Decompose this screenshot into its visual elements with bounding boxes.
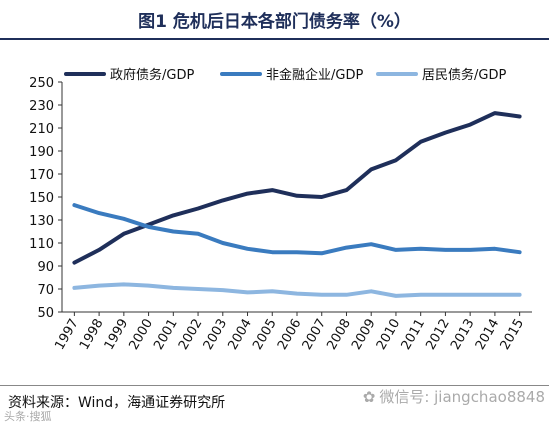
data-point bbox=[468, 248, 472, 252]
chart-title: 图1 危机后日本各部门债务率（%） bbox=[138, 12, 411, 32]
y-tick-label: 190 bbox=[29, 145, 54, 160]
data-point bbox=[246, 192, 250, 196]
data-point bbox=[518, 293, 522, 297]
data-point bbox=[97, 248, 101, 252]
y-tick-label: 230 bbox=[29, 99, 54, 114]
data-point bbox=[122, 232, 126, 236]
data-point bbox=[394, 248, 398, 252]
x-tick-label: 2006 bbox=[275, 317, 305, 353]
x-tick-label: 2011 bbox=[399, 317, 429, 353]
y-tick-label: 90 bbox=[37, 260, 54, 275]
y-tick-label: 170 bbox=[29, 168, 54, 183]
y-tick-label: 150 bbox=[29, 191, 54, 206]
data-point bbox=[270, 289, 274, 293]
data-point bbox=[493, 247, 497, 251]
data-point bbox=[369, 289, 373, 293]
data-point bbox=[147, 225, 151, 229]
data-point bbox=[270, 188, 274, 192]
legend-label-1: 政府债务/GDP bbox=[110, 67, 194, 83]
data-point bbox=[171, 213, 175, 217]
series-line-1 bbox=[72, 111, 522, 265]
corner-watermark: 头条·搜狐 bbox=[4, 410, 52, 423]
data-point bbox=[443, 248, 447, 252]
x-tick-label: 2009 bbox=[349, 317, 379, 353]
data-point bbox=[394, 294, 398, 298]
data-point bbox=[97, 211, 101, 215]
data-point bbox=[270, 250, 274, 254]
x-tick-label: 2014 bbox=[473, 317, 503, 353]
data-point bbox=[221, 288, 225, 292]
data-point bbox=[221, 198, 225, 202]
source-divider bbox=[0, 385, 549, 386]
y-tick-label: 130 bbox=[29, 214, 54, 229]
x-tick-label: 2003 bbox=[201, 317, 231, 353]
data-point bbox=[295, 250, 299, 254]
x-tick-label: 2001 bbox=[151, 317, 181, 353]
x-tick-label: 2010 bbox=[374, 317, 404, 353]
x-tick-label: 2015 bbox=[498, 317, 528, 353]
legend-label-2: 非金融企业/GDP bbox=[266, 67, 363, 83]
data-point bbox=[122, 282, 126, 286]
data-point bbox=[72, 286, 76, 290]
data-point bbox=[295, 292, 299, 296]
data-point bbox=[221, 241, 225, 245]
legend-label-3: 居民债务/GDP bbox=[422, 67, 506, 83]
data-point bbox=[171, 286, 175, 290]
data-point bbox=[72, 203, 76, 207]
x-tick-label: 1998 bbox=[77, 317, 107, 353]
y-tick-label: 110 bbox=[29, 237, 54, 252]
data-point bbox=[419, 140, 423, 144]
data-point bbox=[394, 158, 398, 162]
data-point bbox=[369, 167, 373, 171]
y-tick-label: 250 bbox=[29, 76, 54, 91]
x-tick-label: 2012 bbox=[423, 317, 453, 353]
data-point bbox=[196, 232, 200, 236]
line-chart: 50 70 90 110 130 150 170 190 210 230 250 1997199819… bbox=[29, 67, 532, 353]
x-tick-label: 2000 bbox=[127, 317, 157, 353]
data-point bbox=[518, 115, 522, 118]
data-point bbox=[147, 284, 151, 288]
data-point bbox=[196, 207, 200, 210]
x-tick-label: 2004 bbox=[225, 317, 255, 353]
source-note: 资料来源：Wind，海通证券研究所 bbox=[8, 395, 226, 411]
wechat-watermark: ✿ 微信号: jiangchao8848 bbox=[363, 386, 545, 407]
x-tick-label: 2013 bbox=[448, 317, 478, 353]
data-point bbox=[171, 230, 175, 233]
data-point bbox=[344, 188, 348, 192]
data-point bbox=[122, 217, 126, 221]
data-point bbox=[468, 293, 472, 297]
data-point bbox=[493, 111, 497, 115]
x-tick-label: 1999 bbox=[102, 317, 132, 353]
data-point bbox=[320, 251, 324, 255]
data-point bbox=[196, 287, 200, 291]
data-point bbox=[246, 290, 250, 294]
watermark-text: 微信号: jiangchao8848 bbox=[379, 388, 545, 406]
y-tick-label: 70 bbox=[37, 283, 54, 298]
x-tick-label: 1997 bbox=[52, 317, 82, 353]
x-tick-label: 2007 bbox=[300, 317, 330, 353]
data-point bbox=[320, 293, 324, 297]
x-tick-label: 2005 bbox=[250, 317, 280, 353]
data-point bbox=[419, 293, 423, 297]
data-point bbox=[493, 293, 497, 297]
data-point bbox=[419, 247, 423, 251]
data-point bbox=[443, 131, 447, 135]
data-point bbox=[443, 293, 447, 297]
data-point bbox=[344, 293, 348, 297]
data-point bbox=[97, 284, 101, 288]
data-point bbox=[72, 261, 76, 265]
wechat-icon: ✿ bbox=[362, 388, 376, 406]
y-tick-label: 50 bbox=[37, 306, 54, 321]
title-bar bbox=[0, 0, 549, 40]
data-point bbox=[369, 242, 373, 246]
x-tick-label: 2008 bbox=[324, 317, 354, 353]
data-point bbox=[344, 246, 348, 250]
x-tick-label: 2002 bbox=[176, 317, 206, 353]
y-tick-label: 210 bbox=[29, 122, 54, 137]
data-point bbox=[468, 123, 472, 127]
data-point bbox=[518, 250, 522, 254]
data-point bbox=[246, 247, 250, 251]
data-point bbox=[295, 194, 299, 198]
data-point bbox=[320, 195, 324, 199]
